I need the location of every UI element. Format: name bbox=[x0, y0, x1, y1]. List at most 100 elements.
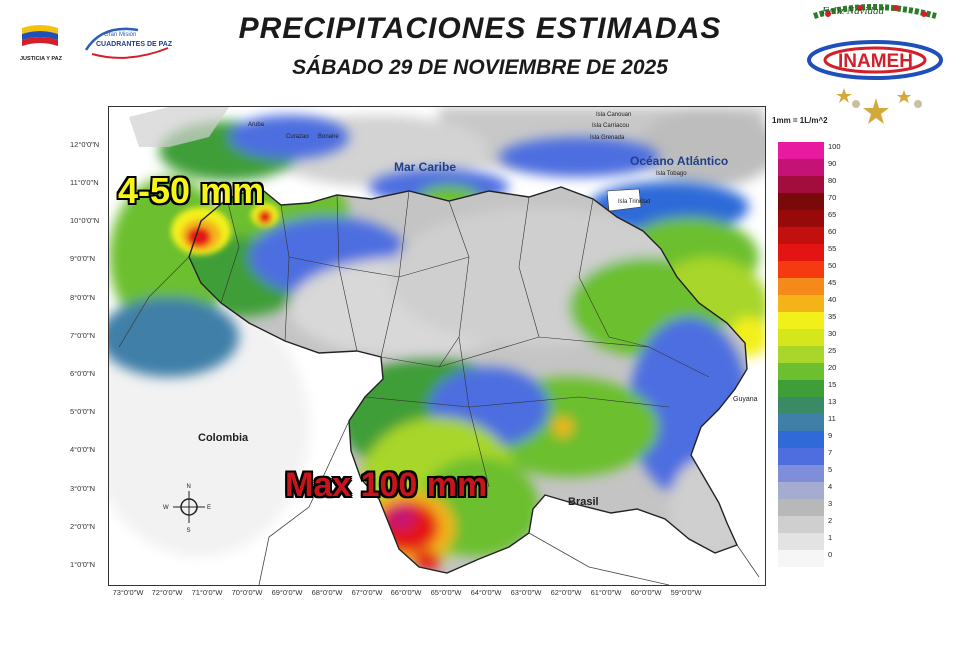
label-guyana: Guyana bbox=[733, 396, 758, 403]
legend-row: 35 bbox=[778, 312, 836, 330]
lon-tick: 59°0'0"W bbox=[670, 588, 702, 597]
legend-row: 30 bbox=[778, 329, 836, 347]
legend-swatch bbox=[778, 499, 824, 517]
legend-row: 13 bbox=[778, 397, 836, 415]
legend-row: 40 bbox=[778, 295, 836, 313]
lat-tick: 11°0'0"N bbox=[70, 178, 99, 187]
legend-value: 11 bbox=[828, 414, 836, 423]
legend-swatch bbox=[778, 312, 824, 330]
legend-swatch bbox=[778, 193, 824, 211]
legend-swatch bbox=[778, 261, 824, 279]
legend-row: 65 bbox=[778, 210, 836, 228]
compass-s: S bbox=[187, 528, 191, 534]
legend-value: 15 bbox=[828, 380, 837, 389]
legend-swatch bbox=[778, 363, 824, 381]
mission-top-text: Gran Misión bbox=[104, 32, 136, 38]
legend-row: 55 bbox=[778, 244, 836, 262]
legend-value: 3 bbox=[828, 499, 833, 508]
legend-swatch bbox=[778, 380, 824, 398]
lon-tick: 69°0'0"W bbox=[271, 588, 303, 597]
legend-row: 4 bbox=[778, 482, 832, 500]
compass-n: N bbox=[187, 484, 191, 490]
legend-value: 20 bbox=[828, 363, 837, 372]
legend-value: 30 bbox=[828, 329, 837, 338]
legend-value: 100 bbox=[828, 142, 841, 151]
legend-value: 0 bbox=[828, 550, 833, 559]
legend-swatch bbox=[778, 295, 824, 313]
legend-value: 55 bbox=[828, 244, 837, 253]
legend-row: 60 bbox=[778, 227, 836, 245]
lon-tick: 62°0'0"W bbox=[550, 588, 582, 597]
legend-row: 9 bbox=[778, 431, 832, 449]
annotation-northwest-range: 4-50 mm bbox=[118, 170, 265, 211]
cuadrantes-logo: Gran Misión CUADRANTES DE PAZ bbox=[82, 20, 178, 68]
legend-swatch bbox=[778, 142, 824, 160]
lon-tick: 63°0'0"W bbox=[510, 588, 542, 597]
greeting-text: Feliz Navidad bbox=[821, 5, 885, 17]
label-oceano-atlantico: Océano Atlántico bbox=[630, 154, 729, 168]
label-mar-caribe: Mar Caribe bbox=[394, 160, 457, 174]
legend-row: 3 bbox=[778, 499, 832, 517]
legend-swatch bbox=[778, 448, 824, 466]
legend-value: 80 bbox=[828, 176, 837, 185]
label-grenada: Isla Grenada bbox=[590, 135, 625, 141]
lat-tick: 3°0'0"N bbox=[70, 484, 96, 493]
inameh-logo: Feliz Navidad INAMEH bbox=[800, 0, 950, 126]
label-curazao: Curazao bbox=[286, 134, 309, 140]
legend-swatch bbox=[778, 346, 824, 364]
lat-tick: 4°0'0"N bbox=[70, 445, 96, 454]
lon-tick: 73°0'0"W bbox=[112, 588, 144, 597]
legend-row: 15 bbox=[778, 380, 836, 398]
lat-tick: 8°0'0"N bbox=[70, 293, 96, 302]
legend-row: 45 bbox=[778, 278, 836, 296]
label-canouan: Isla Canouan bbox=[596, 112, 632, 118]
legend-swatch bbox=[778, 244, 824, 262]
legend-swatch bbox=[778, 227, 824, 245]
legend-swatch bbox=[778, 329, 824, 347]
lon-tick: 64°0'0"W bbox=[470, 588, 502, 597]
compass-e: E bbox=[207, 505, 211, 511]
legend-swatch bbox=[778, 176, 824, 194]
legend-row: 0 bbox=[778, 550, 832, 568]
legend-value: 2 bbox=[828, 516, 833, 525]
government-logo-text: JUSTICIA Y PAZ bbox=[20, 56, 63, 62]
mission-name-text: CUADRANTES DE PAZ bbox=[96, 41, 173, 48]
legend-row: 100 bbox=[778, 142, 841, 160]
legend-value: 4 bbox=[828, 482, 833, 491]
label-brasil: Brasil bbox=[568, 496, 599, 508]
legend-row: 2 bbox=[778, 516, 832, 534]
legend-value: 13 bbox=[828, 397, 837, 406]
lon-tick: 66°0'0"W bbox=[390, 588, 422, 597]
legend-swatch bbox=[778, 516, 824, 534]
forecast-date: SÁBADO 29 DE NOVIEMBRE DE 2025 bbox=[292, 56, 668, 79]
lon-tick: 61°0'0"W bbox=[590, 588, 622, 597]
page-title: PRECIPITACIONES ESTIMADAS bbox=[238, 12, 722, 45]
legend-unit: 1mm = 1L/m^2 bbox=[772, 116, 828, 125]
label-colombia: Colombia bbox=[198, 432, 249, 444]
legend-value: 90 bbox=[828, 159, 837, 168]
legend-value: 60 bbox=[828, 227, 837, 236]
lon-tick: 60°0'0"W bbox=[630, 588, 662, 597]
precipitation-map: N S E W bbox=[108, 106, 766, 586]
government-logo: JUSTICIA Y PAZ bbox=[18, 22, 78, 66]
legend-value: 40 bbox=[828, 295, 837, 304]
legend-swatch bbox=[778, 414, 824, 432]
lon-tick: 72°0'0"W bbox=[151, 588, 183, 597]
legend-swatch bbox=[778, 533, 824, 551]
legend-swatch bbox=[778, 550, 824, 568]
legend-row: 5 bbox=[778, 465, 832, 483]
legend-swatch bbox=[778, 431, 824, 449]
lat-tick: 6°0'0"N bbox=[70, 369, 96, 378]
legend-row: 25 bbox=[778, 346, 836, 364]
lat-tick: 9°0'0"N bbox=[70, 254, 96, 263]
legend-swatch bbox=[778, 159, 824, 177]
label-carriacou: Isla Carriacou bbox=[592, 123, 630, 129]
lon-tick: 71°0'0"W bbox=[191, 588, 223, 597]
legend-value: 7 bbox=[828, 448, 833, 457]
legend-row: 1 bbox=[778, 533, 832, 551]
label-trinidad: Isla Trinidad bbox=[618, 199, 651, 205]
legend-value: 25 bbox=[828, 346, 837, 355]
legend-row: 90 bbox=[778, 159, 836, 177]
label-aruba: Aruba bbox=[248, 122, 265, 128]
lat-tick: 1°0'0"N bbox=[70, 560, 96, 569]
